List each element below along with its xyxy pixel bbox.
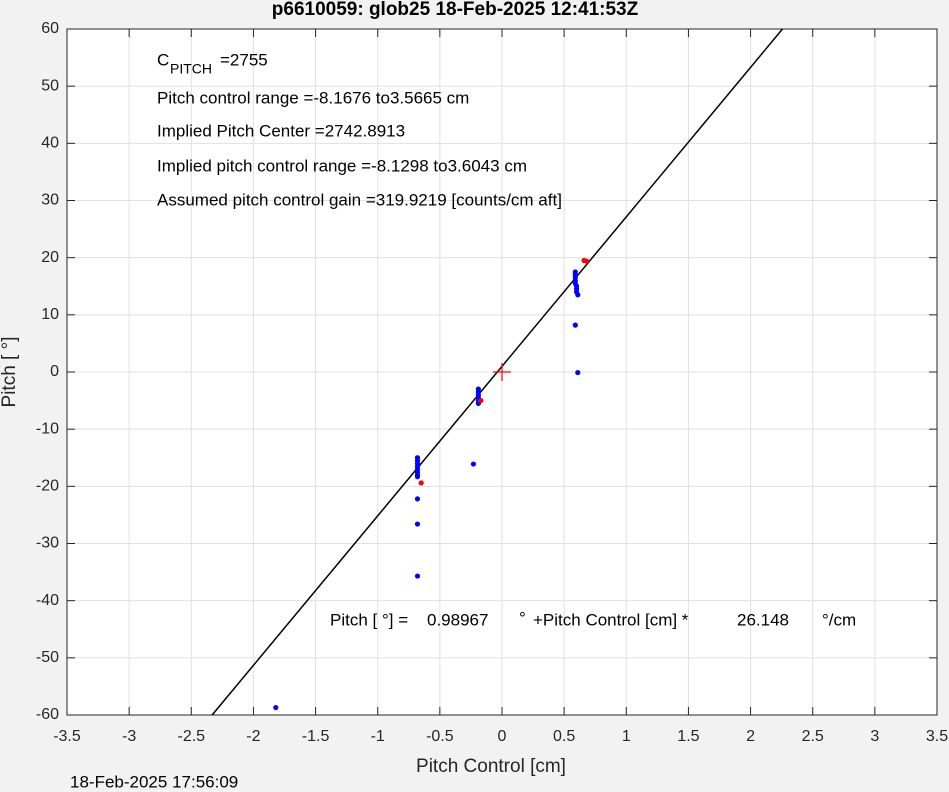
- annotation-value: =2755: [220, 50, 268, 69]
- x-tick-label: 3: [870, 728, 879, 745]
- point: [572, 322, 578, 328]
- fit-intercept: 0.98967: [427, 610, 488, 629]
- y-tick-label: 60: [41, 20, 59, 37]
- point: [414, 573, 421, 579]
- y-tick-label: 30: [41, 192, 59, 209]
- x-tick-label: 0: [498, 728, 507, 745]
- x-axis-label: Pitch Control [cm]: [416, 756, 566, 777]
- y-tick-label: 50: [41, 77, 59, 94]
- point: [470, 461, 477, 467]
- y-axis-label: Pitch [ °]: [0, 337, 20, 408]
- y-tick-label: 20: [41, 249, 59, 266]
- annotation-symbol: C: [157, 50, 169, 69]
- point: [414, 521, 421, 527]
- y-tick-label: -30: [36, 535, 59, 552]
- x-tick-label: -3.5: [53, 728, 81, 745]
- x-tick-label: 2.5: [802, 728, 824, 745]
- point: [583, 258, 590, 264]
- point: [478, 397, 484, 404]
- point: [273, 704, 279, 711]
- x-tick-label: -0.5: [426, 728, 454, 745]
- x-tick-label: -2.5: [177, 728, 205, 745]
- timestamp: 18-Feb-2025 17:56:09: [70, 772, 238, 791]
- plot-frame: [66, 28, 938, 716]
- fit-text: °/cm: [822, 610, 856, 629]
- fit-text: +Pitch Control [cm] *: [533, 610, 689, 629]
- fit-slope: 26.148: [737, 610, 789, 629]
- y-tick-label: -50: [36, 649, 59, 666]
- point: [575, 369, 581, 376]
- annotation: Implied Pitch Center =2742.8913: [157, 121, 405, 140]
- y-tick-label: 10: [41, 306, 59, 323]
- x-tick-label: -1: [371, 728, 385, 745]
- x-tick-label: 1: [622, 728, 631, 745]
- annotation: Assumed pitch control gain =319.9219 [co…: [157, 190, 562, 209]
- y-tick-label: 0: [50, 363, 59, 380]
- x-tick-label: 0.5: [553, 728, 575, 745]
- point: [414, 496, 421, 502]
- x-tick-label: 3.5: [926, 728, 948, 745]
- annotation: Implied pitch control range =-8.1298 to3…: [157, 156, 527, 175]
- x-tick-label: -1.5: [302, 728, 330, 745]
- y-tick-label: -60: [36, 706, 59, 723]
- x-tick-label: -3: [122, 728, 136, 745]
- chart-title: p6610059: glob25 18-Feb-2025 12:41:53Z: [272, 0, 639, 20]
- x-tick-label: 2: [746, 728, 755, 745]
- point: [418, 480, 424, 486]
- center-marker: [493, 363, 511, 381]
- annotations: C PITCH =2755 Pitch control range =-8.16…: [157, 50, 856, 629]
- y-tick-label: 40: [41, 135, 59, 152]
- x-tick-label: 1.5: [677, 728, 699, 745]
- y-tick-label: -40: [36, 592, 59, 609]
- x-tick-label: -2: [246, 728, 260, 745]
- annotation: Pitch control range =-8.1676 to3.5665 cm: [157, 88, 469, 107]
- y-tick-label: -10: [36, 420, 59, 437]
- fit-text: °: [519, 608, 526, 627]
- point: [575, 292, 581, 298]
- point: [414, 474, 421, 480]
- annotation-subscript: PITCH: [170, 61, 212, 77]
- fit-text: Pitch [ °] =: [330, 610, 408, 629]
- y-tick-label: -20: [36, 478, 59, 495]
